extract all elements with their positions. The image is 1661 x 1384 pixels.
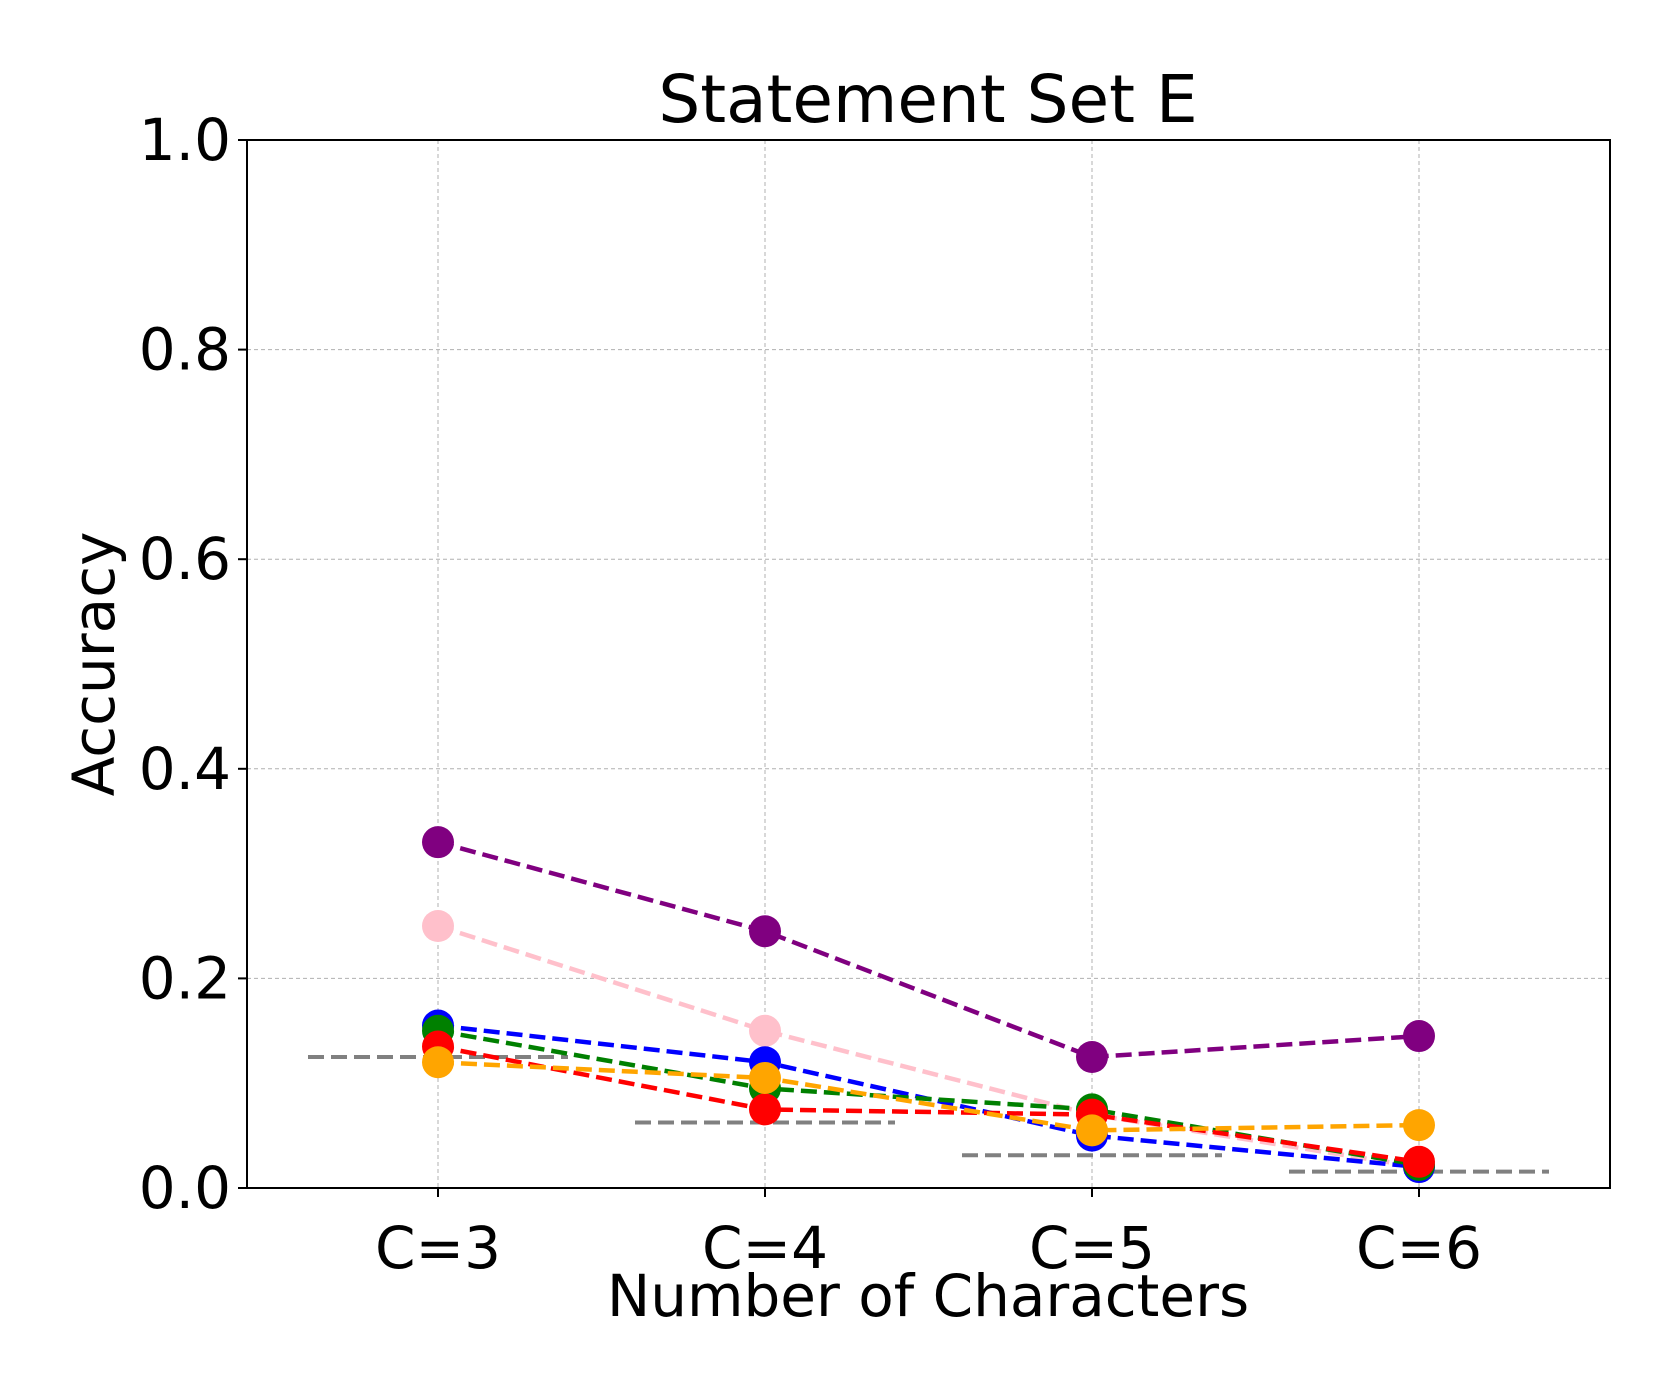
x-tick-label: C=3	[375, 1214, 501, 1282]
data-point	[749, 1014, 781, 1047]
data-point	[422, 910, 454, 942]
series-line	[437, 1044, 1420, 1165]
data-point	[749, 1061, 781, 1094]
chart-title: Statement Set E	[658, 61, 1197, 138]
x-axis-label: Number of Characters	[607, 1262, 1249, 1330]
data-point	[1076, 1114, 1108, 1147]
data-point	[1403, 1020, 1435, 1053]
axis-ticks: C=3 C=4 C=5 C=6 0.0 0.2 0.4 0.6 0.8 1.0	[139, 106, 1482, 1282]
y-tick-label: 1.0	[139, 106, 231, 174]
data-point	[1403, 1145, 1435, 1178]
series-line	[437, 1028, 1420, 1168]
series-group	[422, 826, 1435, 1184]
data-point	[422, 826, 454, 859]
series-6	[422, 1046, 1435, 1147]
series-line	[437, 923, 1420, 1170]
y-tick-label: 0.8	[139, 316, 231, 384]
x-tick-label: C=5	[1029, 1214, 1155, 1282]
y-tick-label: 0.4	[139, 735, 231, 803]
data-point	[1403, 1109, 1435, 1142]
series-line	[437, 839, 1420, 1060]
x-tick-label: C=4	[702, 1214, 828, 1282]
data-point	[749, 915, 781, 948]
y-tick-label: 0.6	[139, 525, 231, 593]
series-1	[422, 826, 1435, 1073]
grid	[247, 140, 1610, 1188]
y-tick-label: 0.2	[139, 944, 231, 1012]
y-axis-label: Accuracy	[60, 532, 128, 797]
data-point	[749, 1093, 781, 1126]
data-point	[422, 1046, 454, 1079]
x-tick-label: C=6	[1356, 1214, 1482, 1282]
series-line	[437, 1059, 1420, 1133]
data-point	[1076, 1041, 1108, 1073]
plot-frame	[246, 139, 1611, 1189]
y-tick-label: 0.0	[139, 1154, 231, 1222]
